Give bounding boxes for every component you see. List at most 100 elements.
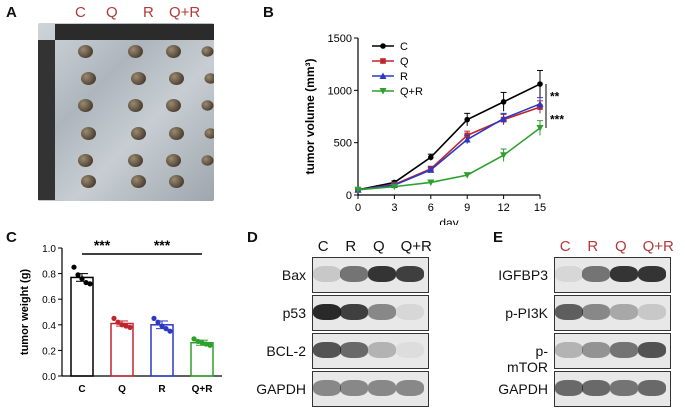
data-point (379, 88, 387, 95)
blot-band (340, 342, 369, 358)
panel-letter-b: B (263, 4, 274, 21)
legend-label: R (400, 71, 408, 83)
tumor-sample (81, 72, 96, 85)
y-axis-label: tumor volume (mm³) (303, 58, 317, 174)
blot-band (610, 266, 638, 282)
blot-band (312, 304, 341, 320)
blot-band (610, 342, 638, 358)
photo-lane-label-q: Q (106, 4, 118, 21)
sig-annotation: *** (154, 237, 171, 253)
photo-lane-label-qr: Q+R (169, 4, 201, 21)
data-point (536, 125, 544, 132)
sig-annotation: *** (550, 113, 564, 127)
data-point (379, 72, 387, 79)
sig-annotation: ** (550, 90, 560, 104)
tumor-sample (201, 155, 214, 166)
sig-annotation: *** (94, 237, 111, 253)
tumor-weight-chart: 0.0 0.2 0.4 0.6 0.8 1.0 tumor weight (g) C Q R Q+R… (19, 237, 222, 395)
y-tick-label: 0.4 (42, 321, 56, 332)
data-point (195, 338, 201, 345)
tumor-sample (169, 72, 184, 85)
data-point (427, 179, 435, 186)
x-tick-label: 12 (497, 202, 509, 214)
tumor-sample (78, 99, 93, 112)
x-tick-label: 15 (534, 202, 546, 214)
x-tick-label: 6 (428, 202, 434, 214)
blot-band (554, 380, 583, 396)
data-point (463, 172, 471, 179)
tumor-sample (81, 175, 96, 188)
data-point (111, 315, 117, 321)
blot-band (554, 266, 583, 282)
data-point (167, 328, 173, 334)
blot-band (395, 266, 424, 282)
x-tick-label: C (78, 384, 85, 395)
y-tick-label: 1500 (328, 33, 352, 45)
blot-strip (554, 371, 671, 407)
series-path (357, 103, 541, 191)
blot-band (340, 304, 369, 320)
tumor-sample (169, 127, 184, 140)
tumor-sample (128, 99, 143, 112)
blot-strip (312, 295, 429, 331)
x-axis-label: day (439, 216, 458, 225)
tumor-sample (204, 128, 214, 139)
blot-row-label: GAPDH (498, 381, 548, 397)
panel-letter-a: A (6, 4, 17, 21)
x-tick-label: 3 (391, 202, 397, 214)
tumor-sample (81, 127, 96, 140)
legend-label: Q+R (400, 86, 423, 98)
bar (110, 322, 134, 377)
blot-row-label: BCL-2 (266, 343, 306, 359)
ruler-top (55, 24, 214, 40)
tumor-sample (128, 154, 143, 167)
data-point (155, 319, 161, 325)
y-tick-label: 0.8 (42, 270, 56, 281)
blot-band (368, 342, 396, 358)
tumor-sample (166, 154, 181, 167)
y-tick-label: 0.0 (42, 372, 56, 383)
blot-band (582, 342, 611, 358)
blot-row-label: p-mTOR (507, 343, 548, 375)
blot-band (395, 380, 424, 396)
blot-band (312, 266, 341, 282)
tumor-sample (204, 73, 214, 84)
data-point (115, 319, 121, 325)
blot-row-label: p-PI3K (505, 305, 548, 321)
data-point (79, 276, 85, 282)
data-point (464, 116, 470, 123)
y-axis-label: tumor weight (g) (19, 269, 31, 355)
data-point (390, 183, 398, 191)
data-point (380, 58, 386, 64)
blot-band (368, 304, 396, 320)
data-point (537, 81, 543, 87)
panel-letter-e: E (493, 229, 504, 246)
blot-band (395, 342, 424, 358)
data-point (71, 264, 77, 270)
y-tick-label: 1000 (328, 85, 352, 97)
series-r-line (354, 97, 544, 193)
x-tick-label: 9 (464, 202, 470, 214)
blot-strip (312, 257, 429, 293)
tumor-sample (131, 127, 146, 140)
data-point (75, 272, 81, 278)
data-point (207, 342, 213, 348)
data-point (380, 43, 386, 49)
bar (70, 276, 94, 377)
series-path (357, 127, 541, 191)
blot-band (637, 304, 666, 320)
blot-band (610, 304, 638, 320)
x-tick-label: Q+R (192, 384, 214, 395)
data-point (87, 281, 93, 287)
lane-label: Q (373, 238, 385, 255)
blot-strip (554, 295, 671, 331)
tumor-sample (201, 46, 214, 57)
data-point (119, 322, 125, 328)
blot-strip (312, 333, 429, 369)
blot-band (368, 380, 396, 396)
blot-band (582, 380, 611, 396)
data-point (500, 99, 507, 105)
blot-band (312, 380, 341, 396)
data-point (159, 323, 165, 329)
blot-band (637, 342, 666, 358)
